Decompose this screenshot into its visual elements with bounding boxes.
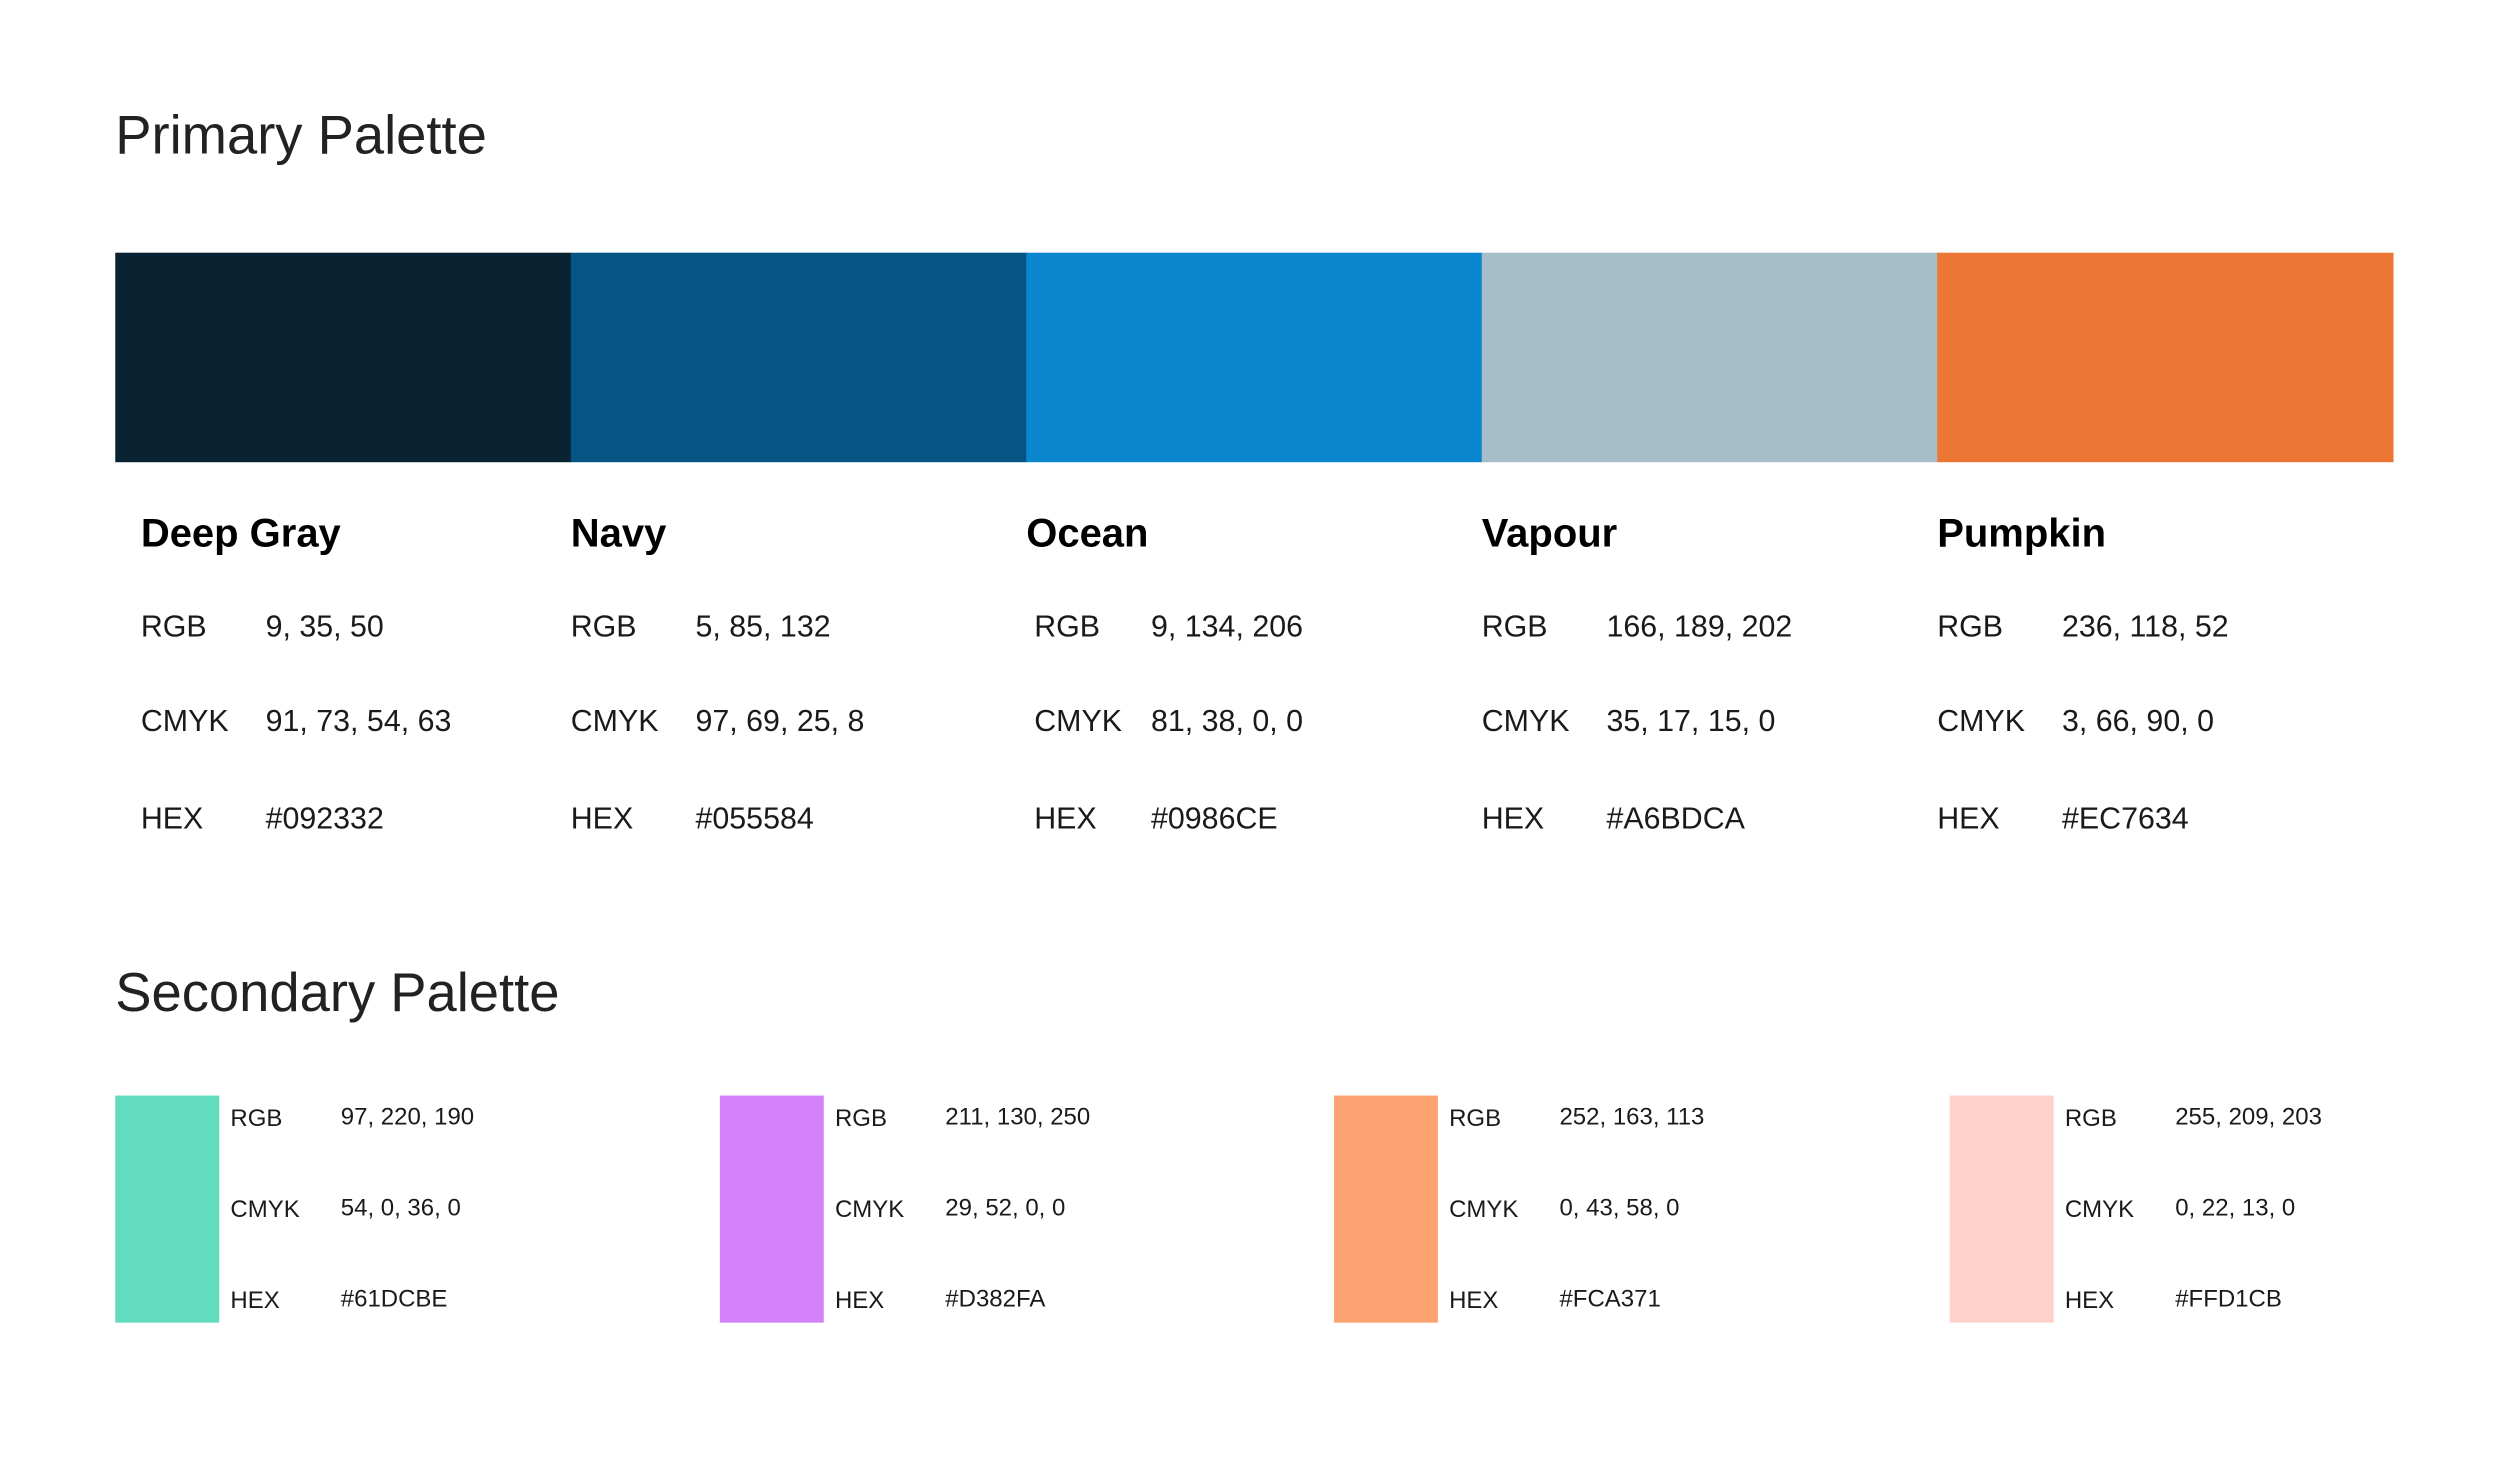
primary-swatch [1937, 252, 2394, 463]
secondary-swatch [719, 1095, 824, 1323]
color-name: Pumpkin [1937, 511, 2106, 555]
row-value: 91, 73, 54, 63 [266, 704, 452, 738]
row-label: CMYK [141, 704, 229, 738]
primary-title: Primary Palette [115, 105, 487, 166]
row-value: 97, 220, 190 [341, 1103, 474, 1130]
row-label: CMYK [230, 1196, 299, 1223]
row-label: RGB [1449, 1105, 1501, 1132]
row-label: HEX [1034, 801, 1096, 835]
row-value: #61DCBE [341, 1286, 448, 1313]
primary-swatch [115, 252, 572, 463]
row-value: #FFD1CB [2175, 1286, 2282, 1313]
row-label: HEX [2065, 1287, 2114, 1314]
row-value: #055584 [696, 801, 814, 835]
row-value: #092332 [266, 801, 384, 835]
row-value: 3, 66, 90, 0 [2062, 704, 2214, 738]
row-value: 54, 0, 36, 0 [341, 1194, 461, 1221]
row-label: CMYK [1482, 704, 1570, 738]
row-label: HEX [1482, 801, 1544, 835]
row-value: 255, 209, 203 [2175, 1103, 2322, 1130]
secondary-title: Secondary Palette [115, 962, 559, 1023]
secondary-swatch [1333, 1095, 1438, 1323]
color-name: Vapour [1482, 511, 1617, 555]
row-value: 236, 118, 52 [2062, 610, 2229, 644]
row-label: CMYK [1937, 704, 2025, 738]
row-label: RGB [1482, 610, 1548, 644]
row-value: #A6BDCA [1606, 801, 1745, 835]
row-label: RGB [835, 1105, 887, 1132]
row-value: 35, 17, 15, 0 [1606, 704, 1775, 738]
row-value: 9, 134, 206 [1151, 610, 1303, 644]
row-label: RGB [1034, 610, 1100, 644]
primary-swatch [570, 252, 1028, 463]
secondary-swatch [1949, 1095, 2054, 1323]
row-label: RGB [230, 1105, 282, 1132]
row-value: #FCA371 [1559, 1286, 1660, 1313]
primary-swatch [1026, 252, 1483, 463]
row-label: HEX [1449, 1287, 1498, 1314]
row-label: RGB [1937, 610, 2003, 644]
row-value: 81, 38, 0, 0 [1151, 704, 1303, 738]
row-value: 5, 85, 132 [696, 610, 831, 644]
row-label: RGB [2065, 1105, 2117, 1132]
row-label: HEX [571, 801, 633, 835]
primary-swatch [1481, 252, 1939, 463]
row-value: #EC7634 [2062, 801, 2189, 835]
row-label: CMYK [2065, 1196, 2134, 1223]
row-label: CMYK [571, 704, 659, 738]
row-label: CMYK [835, 1196, 904, 1223]
row-label: HEX [141, 801, 203, 835]
row-value: 29, 52, 0, 0 [945, 1194, 1065, 1221]
row-label: HEX [1937, 801, 1999, 835]
row-label: HEX [230, 1287, 279, 1314]
row-value: #0986CE [1151, 801, 1278, 835]
color-name: Deep Gray [141, 511, 342, 555]
row-value: 9, 35, 50 [266, 610, 384, 644]
row-value: 0, 43, 58, 0 [1559, 1194, 1679, 1221]
row-value: 0, 22, 13, 0 [2175, 1194, 2295, 1221]
secondary-swatch [115, 1095, 220, 1323]
row-label: CMYK [1034, 704, 1122, 738]
row-value: 97, 69, 25, 8 [696, 704, 865, 738]
row-value: 211, 130, 250 [945, 1103, 1090, 1130]
row-label: HEX [835, 1287, 884, 1314]
color-name: Navy [571, 511, 667, 555]
row-label: CMYK [1449, 1196, 1518, 1223]
row-value: #D382FA [945, 1286, 1045, 1313]
row-value: 166, 189, 202 [1606, 610, 1792, 644]
color-name: Ocean [1026, 511, 1148, 555]
row-value: 252, 163, 113 [1559, 1103, 1704, 1130]
row-label: RGB [571, 610, 637, 644]
row-label: RGB [141, 610, 207, 644]
